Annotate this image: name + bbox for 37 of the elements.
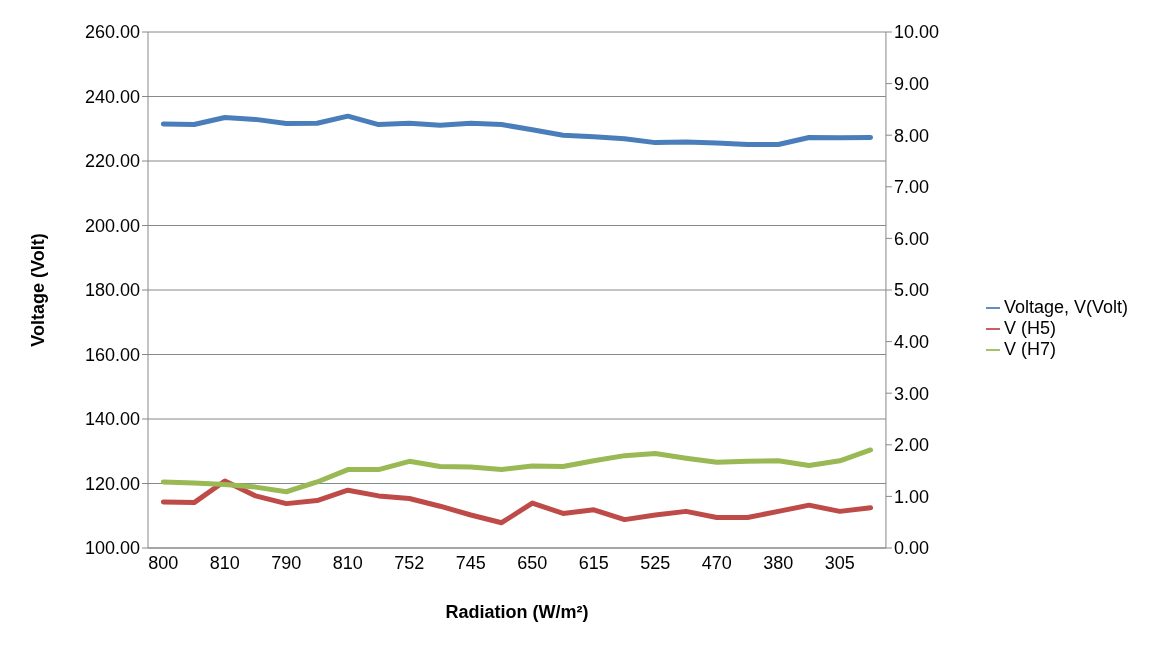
y-tick-label: 140.00	[84, 409, 140, 430]
x-tick-label: 615	[578, 552, 609, 573]
y-tick-label: 120.00	[84, 473, 140, 494]
x-tick-label: 525	[640, 552, 671, 573]
x-tick-label: 810	[209, 552, 240, 573]
y-tick-label: 100.00	[84, 538, 140, 559]
legend-label: V (H5)	[1003, 317, 1056, 338]
y2-tick-label: 9.00	[893, 73, 929, 94]
y2-tick-label: 3.00	[893, 383, 929, 404]
y-tick-label: 180.00	[84, 280, 140, 301]
y-tick-label: 220.00	[84, 151, 140, 172]
y-tick-label: 240.00	[84, 86, 140, 107]
y2-tick-label: 10.00	[893, 22, 939, 43]
y2-tick-label: 6.00	[893, 228, 929, 249]
legend-label: V (H7)	[1003, 338, 1056, 359]
y-tick-label: 200.00	[84, 215, 140, 236]
y-tick-label: 260.00	[84, 22, 140, 43]
x-axis-title: Radiation (W/m²)	[445, 602, 589, 622]
y2-tick-label: 1.00	[893, 486, 929, 507]
y2-tick-label: 7.00	[893, 177, 929, 198]
y2-tick-label: 0.00	[893, 538, 929, 559]
x-tick-label: 745	[455, 552, 486, 573]
x-tick-label: 810	[332, 552, 363, 573]
x-tick-label: 650	[517, 552, 548, 573]
x-tick-label: 752	[394, 552, 425, 573]
legend-label: Voltage, V(Volt)	[1003, 296, 1128, 317]
x-tick-label: 790	[271, 552, 302, 573]
y2-tick-label: 8.00	[893, 125, 929, 146]
y-axis-title: Voltage (Volt)	[28, 233, 49, 347]
x-tick-label: 305	[824, 552, 855, 573]
y2-tick-label: 2.00	[893, 435, 929, 456]
x-tick-label: 800	[148, 552, 179, 573]
x-tick-label: 470	[701, 552, 732, 573]
y2-tick-label: 4.00	[893, 331, 929, 352]
y2-tick-label: 5.00	[893, 280, 929, 301]
x-tick-label: 380	[763, 552, 794, 573]
y-tick-label: 160.00	[84, 344, 140, 365]
